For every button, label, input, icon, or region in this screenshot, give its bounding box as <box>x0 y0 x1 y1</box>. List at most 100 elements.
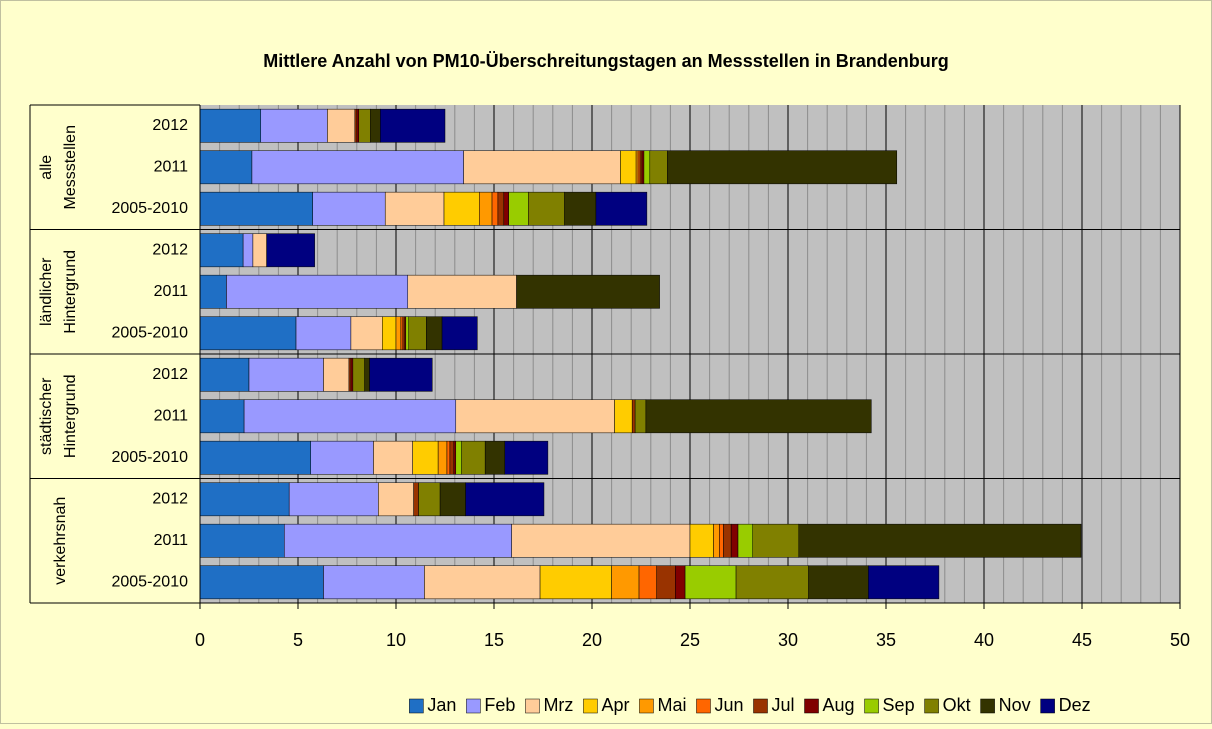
bar-segment <box>288 482 379 517</box>
bar-segment <box>260 108 328 143</box>
bar-segment <box>348 357 352 392</box>
bar-segment <box>310 440 374 475</box>
bar-segment <box>407 274 517 309</box>
legend-label: Sep <box>883 695 915 715</box>
bar-segment <box>354 108 358 143</box>
bar-segment <box>503 191 509 226</box>
bar-segment <box>243 399 457 434</box>
bar-segment <box>373 440 413 475</box>
group-label: Messstellen <box>62 125 79 209</box>
bar-segment <box>400 316 404 351</box>
group-label: städtischer <box>38 377 55 455</box>
bar-segment <box>798 523 1082 558</box>
legend-label: Dez <box>1059 695 1091 715</box>
bar-segment <box>528 191 565 226</box>
bar-segment <box>752 523 800 558</box>
bar-segment <box>491 191 499 226</box>
bar-segment <box>516 274 660 309</box>
group-label: verkehrsnah <box>52 497 69 585</box>
bar-segment <box>614 399 633 434</box>
group-label: Hintergrund <box>62 250 79 334</box>
x-tick-label: 20 <box>582 630 602 650</box>
legend-swatch <box>1040 698 1055 714</box>
bar-segment <box>226 274 409 309</box>
bar-segment <box>412 440 439 475</box>
bar-segment <box>737 523 753 558</box>
legend-label: Apr <box>601 695 629 715</box>
bar-segment <box>637 150 641 185</box>
bar-segment <box>418 482 441 517</box>
bar-segment <box>497 191 505 226</box>
bar-segment <box>735 565 809 600</box>
y-tick-label: 2011 <box>154 283 189 300</box>
y-tick-label: 2005-2010 <box>111 449 188 466</box>
bar-segment <box>364 357 370 392</box>
bar-segment <box>719 523 724 558</box>
bar-segment <box>199 482 290 517</box>
bar-segment <box>461 440 486 475</box>
x-tick-label: 25 <box>680 630 700 650</box>
legend-swatch <box>980 698 995 714</box>
legend-label: Aug <box>823 695 855 715</box>
bar-segment <box>631 399 636 434</box>
bar-segment <box>645 399 872 434</box>
x-tick-label: 5 <box>293 630 303 650</box>
bar-segment <box>689 523 714 558</box>
bar-segment <box>868 565 940 600</box>
y-tick-label: 2011 <box>154 158 189 175</box>
bar-segment <box>511 523 691 558</box>
bar-segment <box>484 440 506 475</box>
bar-segment <box>199 565 324 600</box>
bar-segment <box>413 482 419 517</box>
y-tick-label: 2005-2010 <box>111 324 188 341</box>
bar-segment <box>479 191 493 226</box>
bar-segment <box>638 565 657 600</box>
bar-segment <box>620 150 637 185</box>
x-tick-label: 0 <box>195 630 205 650</box>
bar-segment <box>266 233 315 268</box>
bar-segment <box>649 150 668 185</box>
bar-segment <box>199 357 250 392</box>
bar-segment <box>350 316 383 351</box>
bar-segment <box>611 565 640 600</box>
bar-segment <box>730 523 739 558</box>
group-label: alle <box>38 155 55 180</box>
bar-segment <box>643 150 651 185</box>
bar-segment <box>199 108 262 143</box>
bar-segment <box>675 565 686 600</box>
bar-segment <box>380 108 446 143</box>
bar-segment <box>384 191 445 226</box>
legend-label: Jul <box>772 695 795 715</box>
bar-segment <box>370 108 381 143</box>
bar-segment <box>350 357 354 392</box>
bar-segment <box>455 440 462 475</box>
y-tick-label: 2012 <box>152 241 188 258</box>
bar-segment <box>723 523 732 558</box>
y-tick-label: 2005-2010 <box>111 200 188 217</box>
bar-segment <box>808 565 869 600</box>
bar-segment <box>369 357 433 392</box>
group-label: ländlicher <box>38 257 55 326</box>
legend-swatch <box>864 698 879 714</box>
bar-segment <box>323 357 350 392</box>
bar-segment <box>465 482 545 517</box>
bar-segment <box>199 399 245 434</box>
bar-segment <box>248 357 324 392</box>
bar-segment <box>295 316 352 351</box>
bar-segment <box>251 150 464 185</box>
legend-swatch <box>583 698 598 714</box>
bar-segment <box>437 440 448 475</box>
bar-segment <box>453 440 457 475</box>
bar-segment <box>508 191 529 226</box>
bar-segment <box>242 233 254 268</box>
x-tick-label: 40 <box>974 630 994 650</box>
x-tick-label: 50 <box>1170 630 1190 650</box>
bar-segment <box>408 316 427 351</box>
legend-label: Feb <box>484 695 515 715</box>
bar-segment <box>327 108 356 143</box>
y-tick-label: 2011 <box>154 532 189 549</box>
y-tick-label: 2012 <box>152 117 188 134</box>
legend: Jan Feb Mrz Apr Mai Jun Jul Aug Sep Okt Nov Dez <box>409 695 1091 715</box>
